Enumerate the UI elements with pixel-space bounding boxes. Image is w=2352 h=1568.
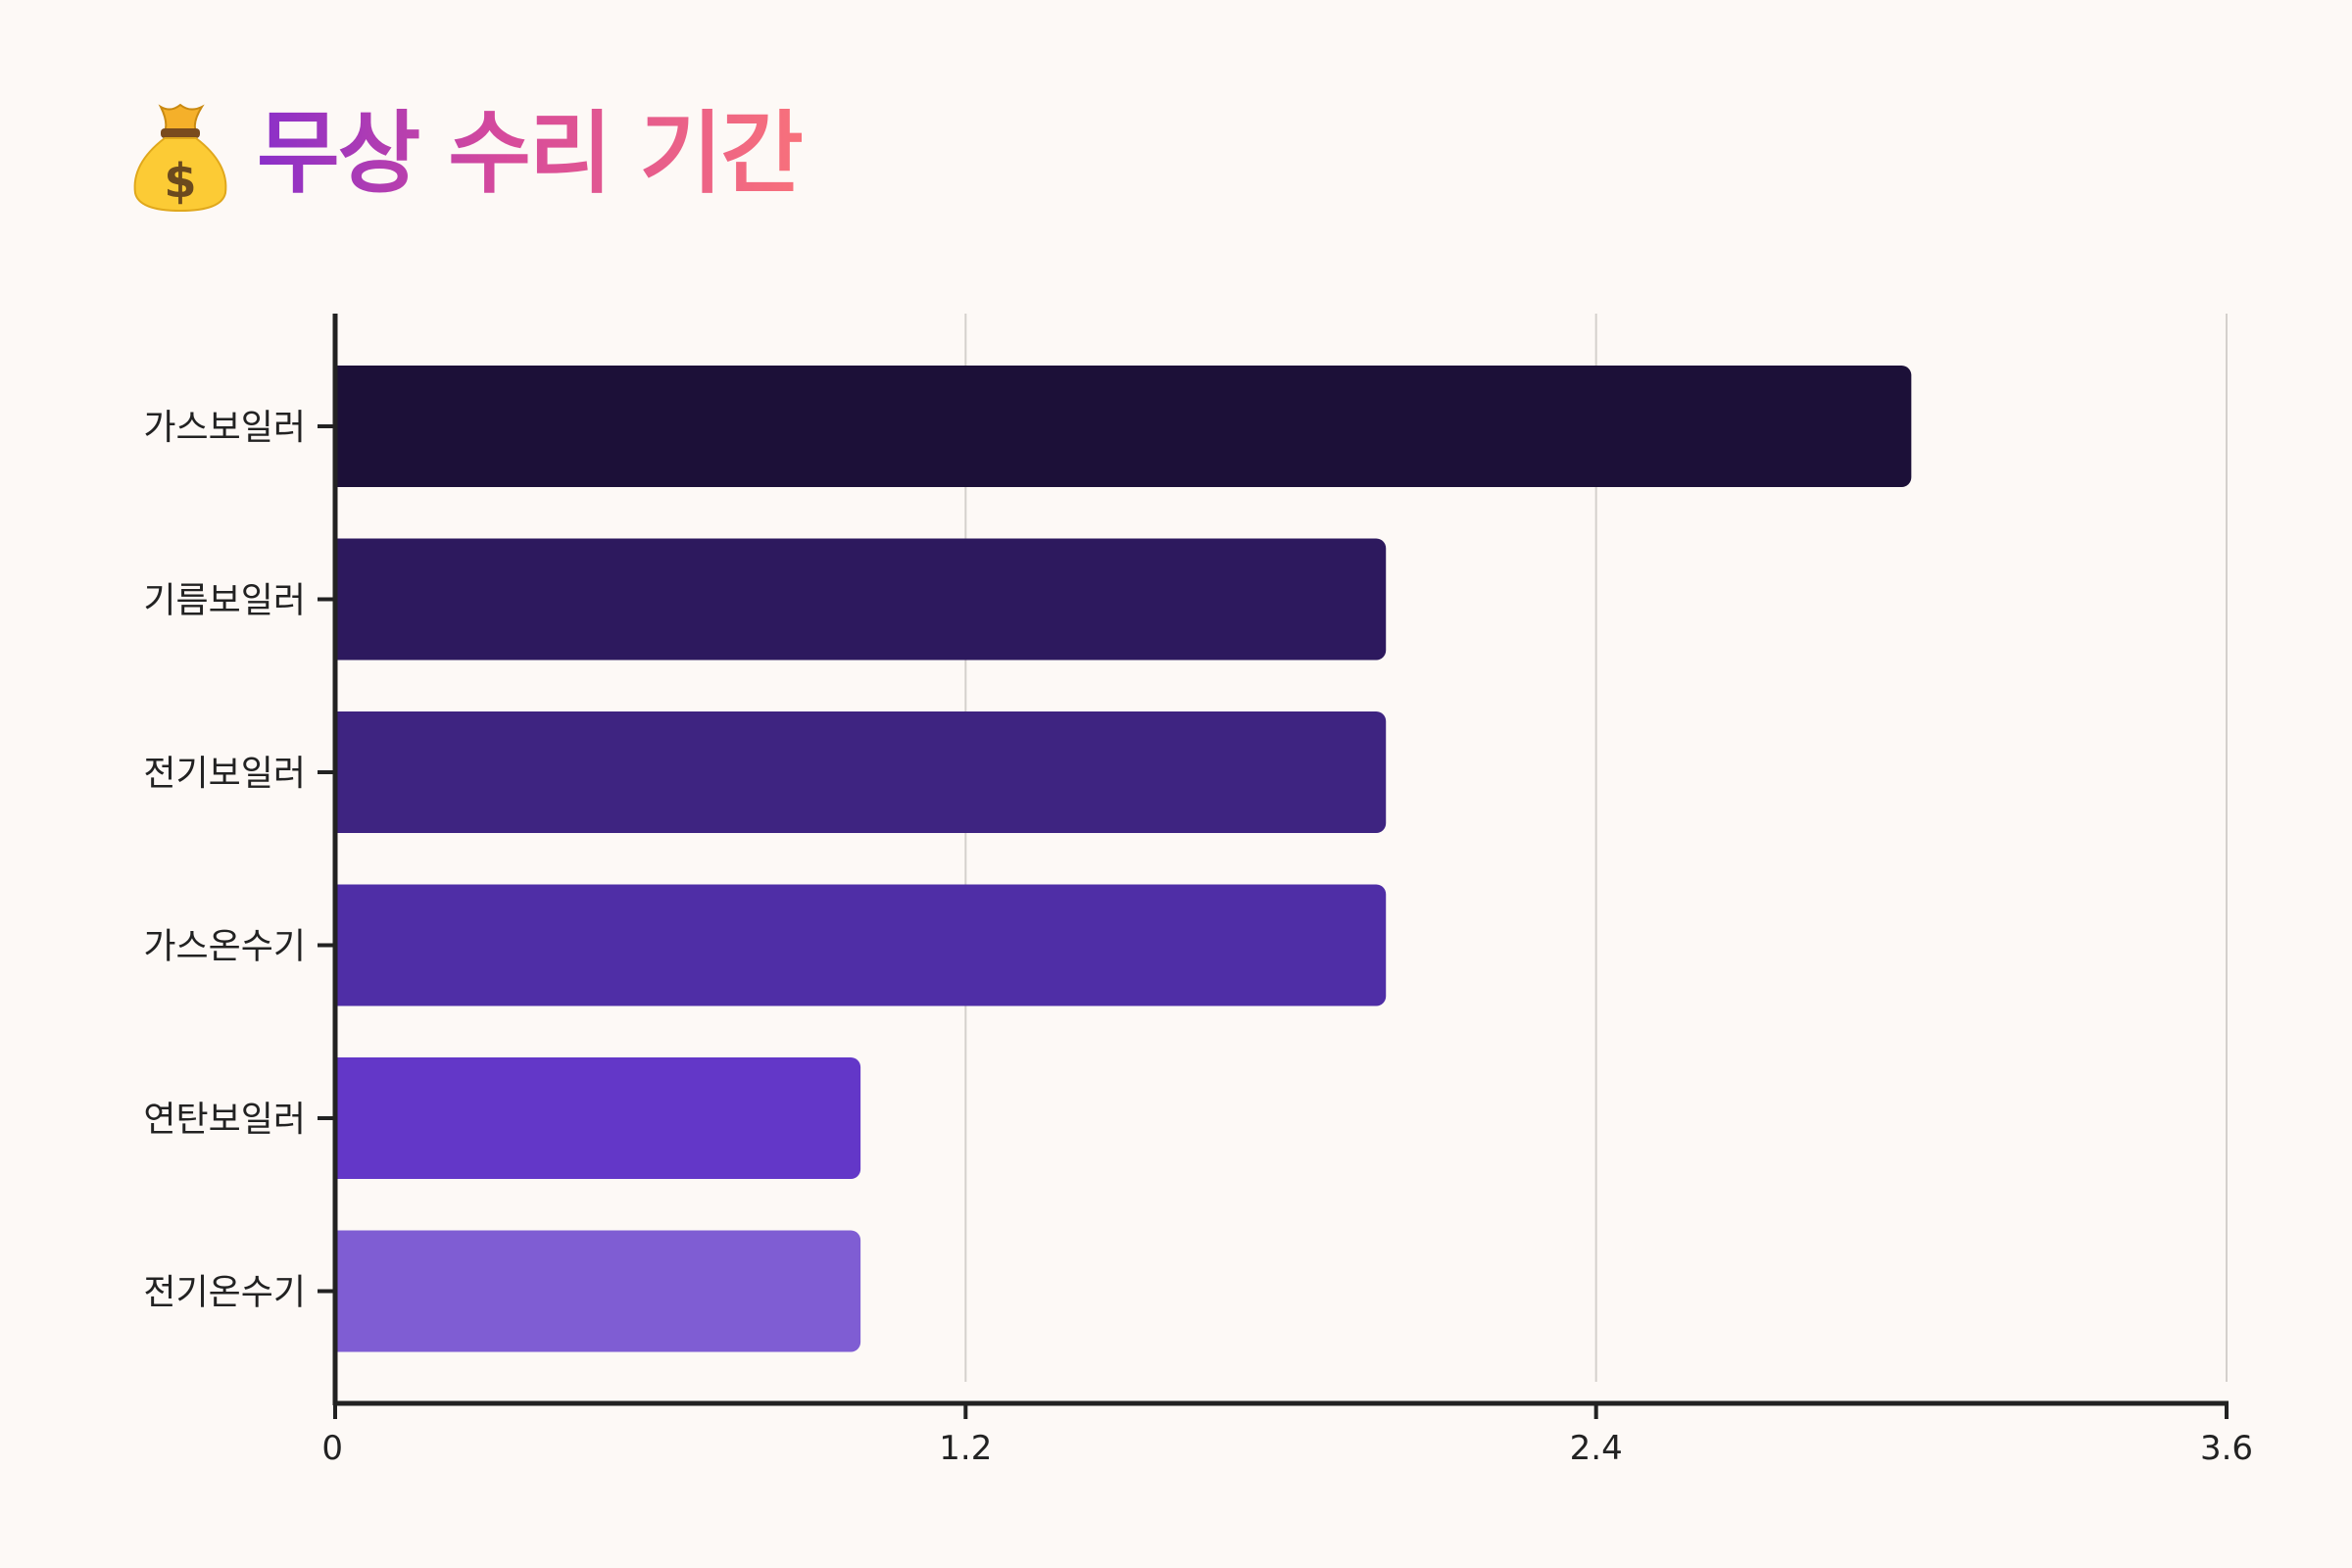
x-tick-label: 2.4 — [1570, 1429, 1623, 1468]
y-tick-label: 가스온수기 — [143, 927, 306, 967]
bar-edge — [335, 366, 349, 487]
bar — [335, 1230, 861, 1352]
bar-edge — [335, 1057, 349, 1179]
bar — [335, 1057, 861, 1179]
y-tick-label: 전기보일러 — [143, 754, 306, 794]
bar — [335, 884, 1387, 1006]
x-tick-label: 1.2 — [939, 1429, 992, 1468]
bar-edge — [335, 538, 349, 661]
bar-edge — [335, 1230, 349, 1352]
page-title: 무상 수리 기간 — [257, 101, 804, 206]
bar-edge — [335, 711, 349, 833]
money-bag-icon: $ — [125, 95, 235, 213]
y-tick-label: 가스보일러 — [143, 408, 306, 448]
svg-text:$: $ — [164, 154, 196, 209]
bar — [335, 538, 1387, 661]
chart-header: $ 무상 수리 기간 — [125, 90, 804, 218]
bar-edge — [335, 884, 349, 1006]
bar — [335, 366, 1912, 487]
bar — [335, 711, 1387, 833]
x-tick-label: 3.6 — [2200, 1429, 2253, 1468]
x-tick-label: 0 — [321, 1429, 343, 1468]
y-tick-label: 전기온수기 — [143, 1273, 306, 1313]
y-tick-label: 연탄보일러 — [143, 1100, 306, 1140]
y-tick-label: 기름보일러 — [143, 581, 306, 621]
